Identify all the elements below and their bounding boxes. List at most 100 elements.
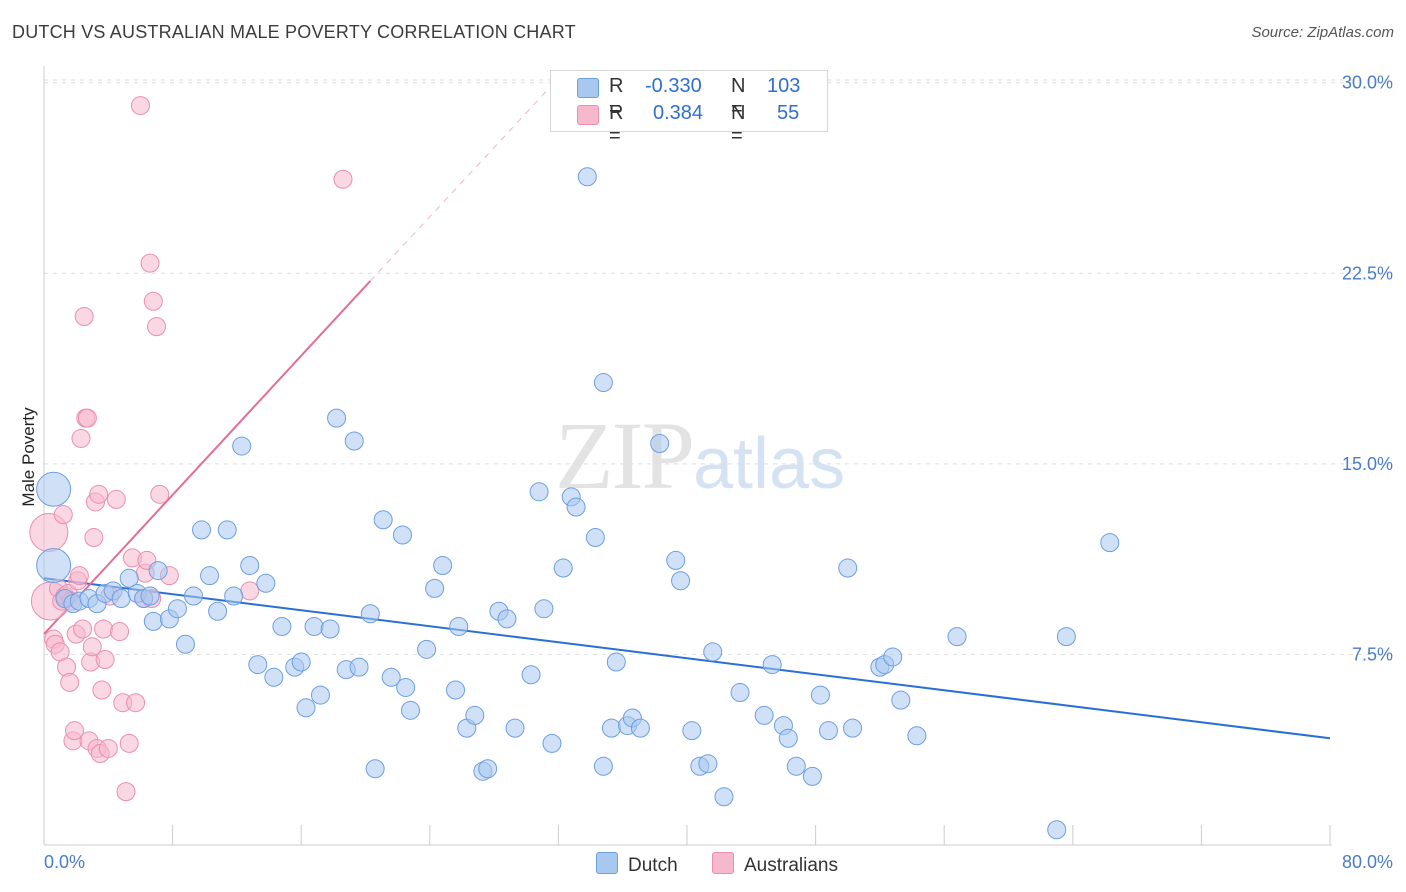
dutch-point xyxy=(143,611,163,631)
australians-point xyxy=(74,306,94,326)
australians-points xyxy=(29,96,353,802)
australians-point xyxy=(140,253,160,273)
australians-point xyxy=(69,566,89,586)
dutch-point xyxy=(762,655,782,675)
australians-point xyxy=(126,693,146,713)
n-value: 103 xyxy=(767,75,801,97)
dutch-point xyxy=(810,685,830,705)
australians-point xyxy=(106,489,126,509)
n-value: 55 xyxy=(777,102,800,124)
dutch-point xyxy=(606,652,626,672)
dutch-point xyxy=(327,408,347,428)
r-value: -0.330 xyxy=(645,75,702,97)
dutch-point xyxy=(907,726,927,746)
australians-swatch xyxy=(577,105,599,125)
dutch-point xyxy=(248,655,268,675)
dutch-point xyxy=(425,578,445,598)
dutch-point xyxy=(417,639,437,659)
dutch-point xyxy=(36,471,72,507)
dutch-point xyxy=(465,705,485,725)
dutch-point xyxy=(349,657,369,677)
dutch-point xyxy=(119,568,139,588)
dutch-point xyxy=(505,718,525,738)
dutch-point xyxy=(778,728,798,748)
dutch-point xyxy=(838,558,858,578)
dutch-point xyxy=(175,634,195,654)
dutch-point xyxy=(401,700,421,720)
dutch-point xyxy=(36,547,72,583)
australians-point xyxy=(60,672,80,692)
dutch-point xyxy=(111,589,131,609)
y-tick-label: 22.5% xyxy=(1342,263,1393,283)
chart-title: DUTCH VS AUSTRALIAN MALE POVERTY CORRELA… xyxy=(12,22,576,42)
dutch-point xyxy=(1100,533,1120,553)
dutch-point xyxy=(1056,627,1076,647)
australians-legend-swatch xyxy=(712,852,734,874)
australians-point xyxy=(147,317,167,337)
dutch-point xyxy=(601,718,621,738)
australians-point xyxy=(119,733,139,753)
dutch-point xyxy=(449,616,469,636)
dutch-trend-line xyxy=(43,577,1331,740)
australians-point xyxy=(116,782,136,802)
dutch-point xyxy=(217,520,237,540)
australians-point xyxy=(143,291,163,311)
australians-trend-extension xyxy=(369,89,548,282)
dutch-point xyxy=(786,756,806,776)
dutch-point xyxy=(478,759,498,779)
dutch-point xyxy=(703,642,723,662)
dutch-point xyxy=(446,680,466,700)
dutch-point xyxy=(553,558,573,578)
australians-point xyxy=(77,408,97,428)
legend-item-dutch: Dutch xyxy=(596,852,678,877)
dutch-swatch xyxy=(577,78,599,98)
dutch-point xyxy=(256,573,276,593)
dutch-point xyxy=(630,718,650,738)
dutch-point xyxy=(521,665,541,685)
y-axis-label: Male Poverty xyxy=(19,407,38,507)
dutch-point xyxy=(542,733,562,753)
dutch-point xyxy=(240,555,260,575)
dutch-point xyxy=(671,571,691,591)
dutch-points xyxy=(36,167,1120,840)
axes xyxy=(43,66,1332,846)
dutch-point xyxy=(947,627,967,647)
dutch-point xyxy=(534,599,554,619)
australians-point xyxy=(89,484,109,504)
legend-item-australians: Australians xyxy=(712,852,838,877)
australians-trend-line xyxy=(43,280,372,635)
dutch-point xyxy=(818,721,838,741)
dutch-point xyxy=(392,525,412,545)
dutch-point xyxy=(650,434,670,454)
y-tick-label: 30.0% xyxy=(1342,73,1393,93)
dutch-point xyxy=(304,616,324,636)
dutch-point xyxy=(698,754,718,774)
australians-point xyxy=(53,505,73,525)
r-value: 0.384 xyxy=(653,102,704,124)
australians-point xyxy=(98,738,118,758)
dutch-point xyxy=(183,586,203,606)
dutch-legend-swatch xyxy=(596,852,618,874)
dutch-point xyxy=(593,373,613,393)
dutch-point xyxy=(148,561,168,581)
dutch-point xyxy=(1047,820,1067,840)
dutch-point xyxy=(891,690,911,710)
dutch-point xyxy=(310,685,330,705)
dutch-point xyxy=(291,652,311,672)
australians-point xyxy=(333,169,353,189)
australians-point xyxy=(84,528,104,548)
dutch-point xyxy=(714,787,734,807)
dutch-point xyxy=(140,586,160,606)
tick-labels: 7.5% 15.0% 22.5% 30.0% 0.0% 80.0% Male Poverty xyxy=(19,73,1393,872)
australians-point xyxy=(95,650,115,670)
dutch-point xyxy=(433,555,453,575)
dutch-point xyxy=(843,718,863,738)
dutch-point xyxy=(396,677,416,697)
y-tick-label: 7.5% xyxy=(1352,644,1393,664)
dutch-point xyxy=(320,619,340,639)
australians-point xyxy=(110,622,130,642)
r-label: R = xyxy=(609,102,624,147)
dutch-point xyxy=(577,167,597,187)
dutch-point xyxy=(754,705,774,725)
dutch-point xyxy=(365,759,385,779)
